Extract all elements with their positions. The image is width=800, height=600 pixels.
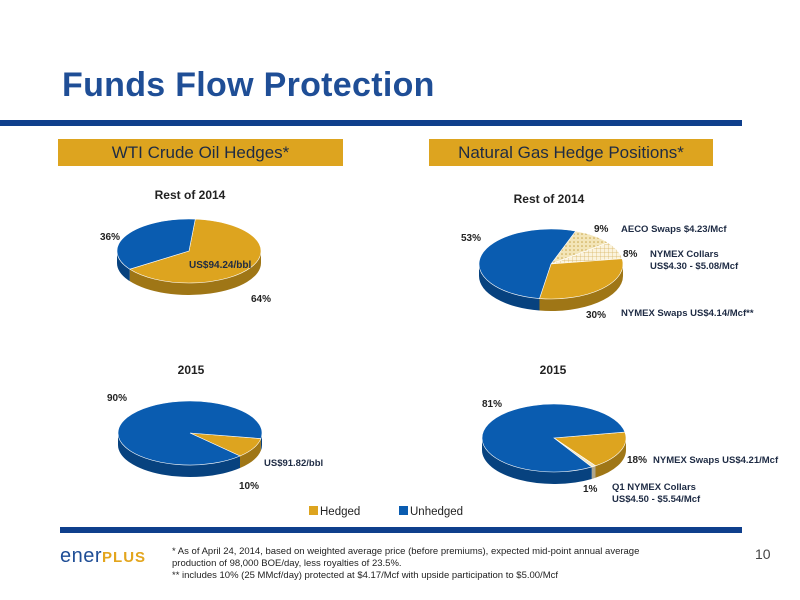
- chart4-note-swaps: NYMEX Swaps US$4.21/Mcf: [653, 455, 779, 466]
- footnote-line-3: ** includes 10% (25 MMcf/day) protected …: [172, 570, 559, 581]
- chart1-label-unhedged: 36%: [100, 232, 120, 243]
- bottom-divider: [60, 527, 742, 533]
- chart4-note-collars: Q1 NYMEX Collars: [612, 482, 696, 493]
- chart3-slice-1-side: [118, 433, 241, 477]
- chart4-label-unhedged: 81%: [482, 399, 502, 410]
- chart2-title: Rest of 2014: [514, 192, 585, 206]
- chart4-slice-2-side: [482, 438, 592, 484]
- chart3-slice-0-side: [240, 438, 261, 469]
- logo-text-plus: PLUS: [102, 549, 147, 566]
- chart4-note-collars-range: US$4.50 - $5.54/Mcf: [612, 494, 701, 505]
- chart4-slice-0-side: [595, 438, 626, 478]
- chart2-slice-2: [539, 258, 624, 300]
- legend-swatch-unhedged: [399, 506, 408, 515]
- footnote-line-2: production of 98,000 BOE/day, less royal…: [172, 558, 402, 569]
- chart3-title: 2015: [178, 363, 205, 377]
- chart2-slice-2-side: [539, 264, 624, 311]
- legend-label-unhedged: Unhedged: [410, 506, 463, 518]
- chart1-title: Rest of 2014: [155, 188, 226, 202]
- gas-hedges-banner: Natural Gas Hedge Positions*: [429, 139, 713, 166]
- chart4-slice-2: [481, 403, 626, 473]
- top-divider: [0, 120, 742, 126]
- oil-hedges-banner: WTI Crude Oil Hedges*: [58, 139, 343, 166]
- chart3-note-price: US$91.82/bbl: [264, 458, 323, 469]
- chart3-label-unhedged: 90%: [107, 393, 127, 404]
- legend-swatch-hedged: [309, 506, 318, 515]
- chart2-label-swaps: 30%: [586, 310, 606, 321]
- chart2-label-collars: 8%: [623, 249, 638, 260]
- chart2-slice-3: [478, 228, 577, 299]
- legend-label-hedged: Hedged: [320, 506, 360, 518]
- chart1-slice-0-side: [129, 251, 261, 295]
- chart1-note-price: US$94.24/bbl: [189, 260, 251, 271]
- chart4-title: 2015: [540, 363, 567, 377]
- page-number: 10: [755, 546, 771, 562]
- chart4-slice-0: [553, 431, 627, 467]
- footnote-line-1: * As of April 24, 2014, based on weighte…: [172, 546, 640, 557]
- chart2-slice-3-side: [479, 264, 540, 311]
- footnotes: * As of April 24, 2014, based on weighte…: [172, 546, 712, 582]
- chart1-slice-1-side: [117, 251, 130, 282]
- chart2-note-collars: NYMEX Collars: [650, 249, 719, 260]
- chart4-label-collars: 1%: [583, 484, 598, 495]
- chart4-label-swaps: 18%: [627, 455, 647, 466]
- chart2-label-unhedged: 53%: [461, 233, 481, 244]
- chart2-note-collars-range: US$4.30 - $5.08/Mcf: [650, 261, 739, 272]
- logo-text-ener: ener: [60, 545, 103, 567]
- chart3-slice-1: [117, 400, 263, 466]
- chart4-slice-1-side: [591, 465, 596, 479]
- chart1-label-hedged: 64%: [251, 294, 271, 305]
- page-title: Funds Flow Protection: [62, 66, 435, 104]
- chart3-label-hedged: 10%: [239, 481, 259, 492]
- chart1-slice-0: [129, 218, 262, 284]
- chart2-note-aeco: AECO Swaps $4.23/Mcf: [621, 224, 727, 235]
- chart1-slice-1: [116, 218, 196, 270]
- chart2-label-aeco: 9%: [594, 224, 609, 235]
- chart3-slice-1-side: [260, 433, 262, 451]
- enerplus-logo: enerPLUS: [60, 545, 146, 568]
- chart2-note-swaps: NYMEX Swaps US$4.14/Mcf**: [621, 308, 754, 319]
